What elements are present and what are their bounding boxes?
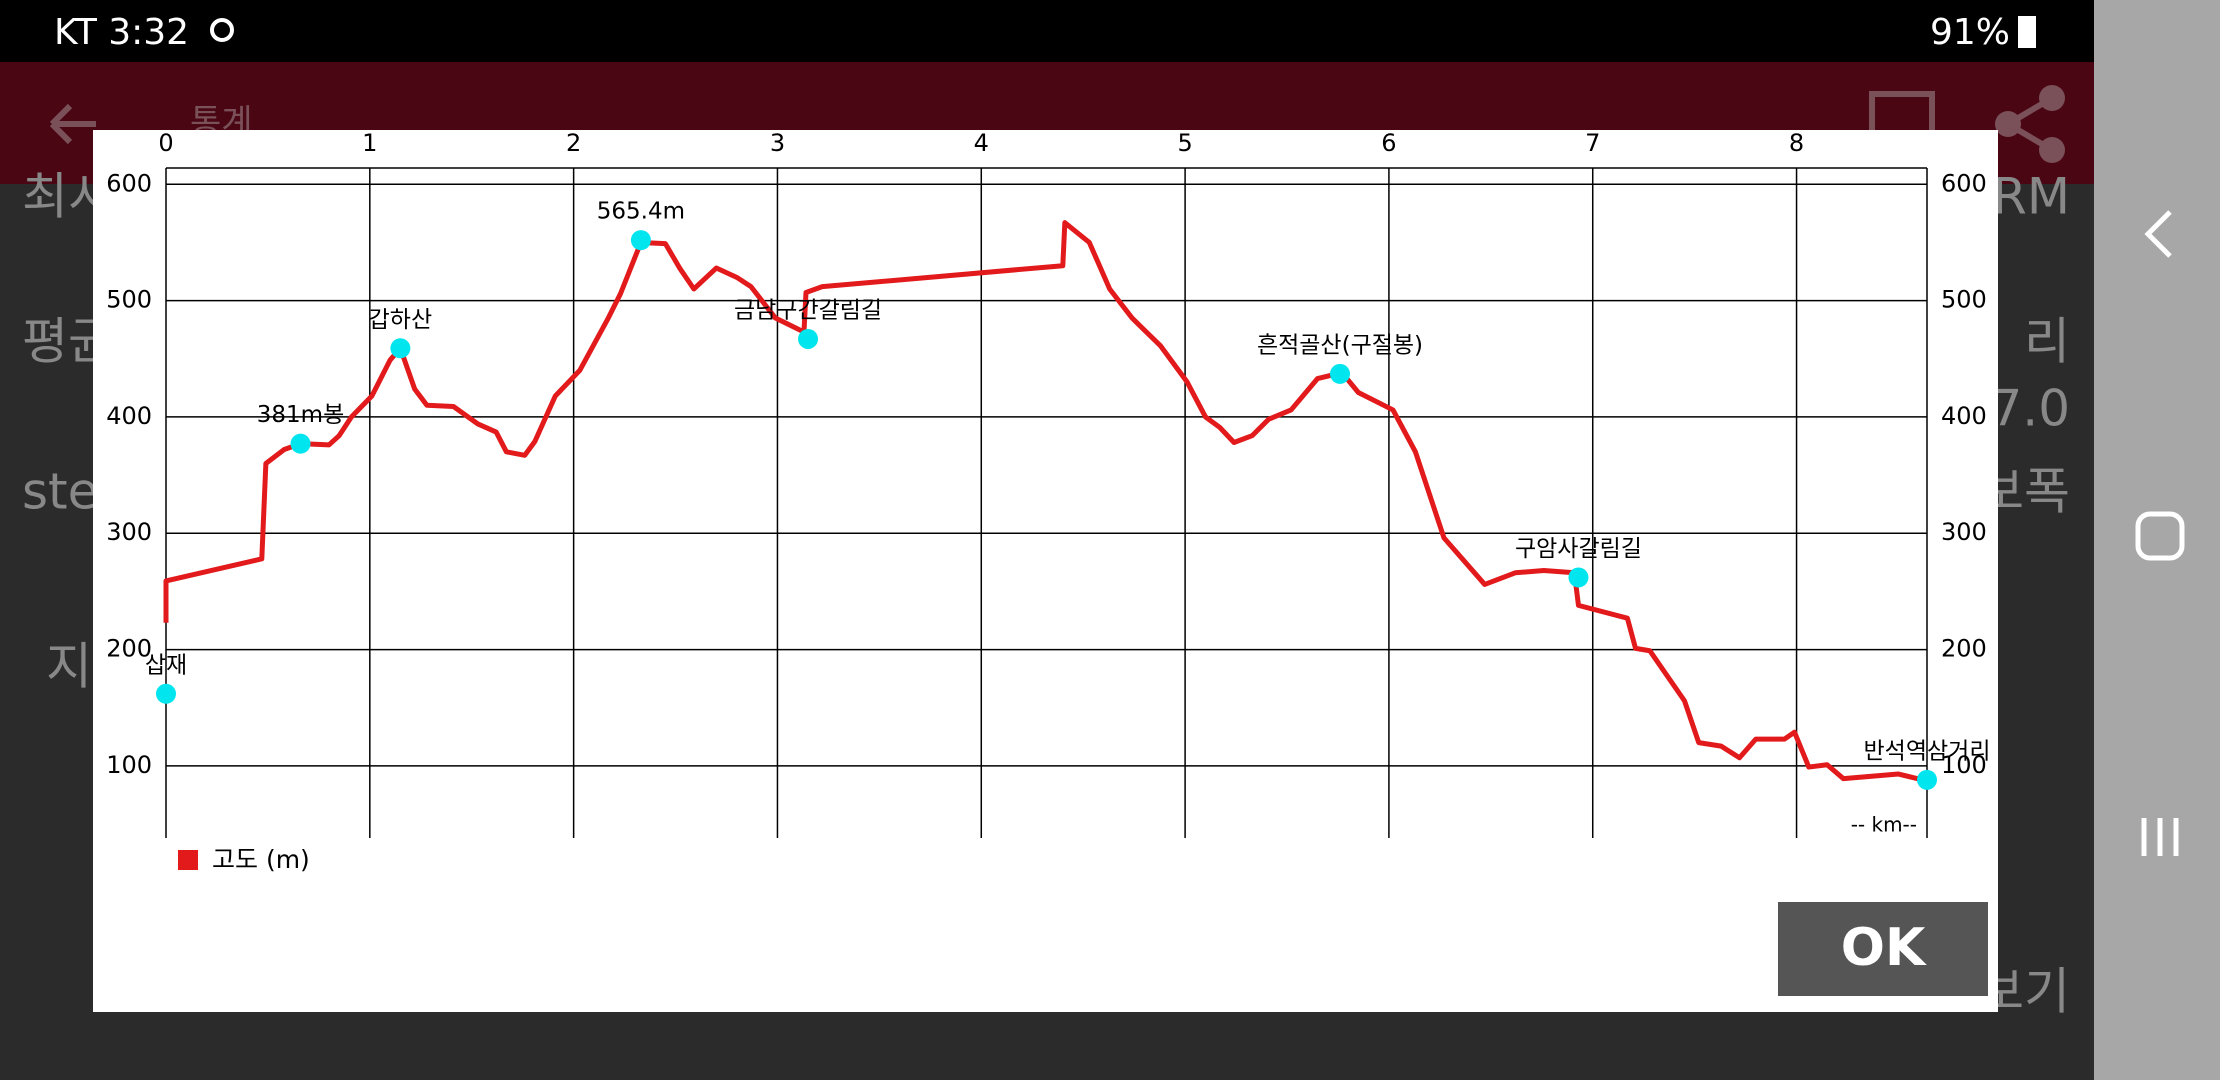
x-tick-label: 0 xyxy=(158,129,173,157)
x-tick-label: 8 xyxy=(1789,129,1804,157)
status-battery: 91% xyxy=(1930,12,2010,53)
x-tick-label: 3 xyxy=(770,129,785,157)
nav-bar xyxy=(2094,0,2220,1080)
nav-recent[interactable] xyxy=(2141,818,2179,856)
y2-tick-label: 300 xyxy=(1941,518,1987,546)
y-tick-label: 300 xyxy=(106,518,152,546)
status-time: KT 3:32 xyxy=(54,12,189,53)
y2-tick-label: 100 xyxy=(1941,751,1987,779)
x-tick-label: 1 xyxy=(362,129,377,157)
nav-home[interactable] xyxy=(2135,511,2185,561)
waypoint-label: 갑하산 xyxy=(369,307,432,333)
status-bar xyxy=(0,0,2094,62)
x-tick-label: 2 xyxy=(566,129,581,157)
background-text: 지 xyxy=(46,638,92,696)
legend-label: 고도 (m) xyxy=(212,845,310,874)
dialog xyxy=(93,130,1998,1012)
waypoint-label: 흔적골산(구절봉) xyxy=(1257,332,1423,358)
waypoint xyxy=(156,683,176,704)
ok-button[interactable] xyxy=(1778,902,1988,996)
x-tick-label: 5 xyxy=(1177,129,1192,157)
x-axis-label: -- km-- xyxy=(1851,813,1917,837)
y-tick-label: 100 xyxy=(106,751,152,779)
background-text: RM xyxy=(1992,168,2070,226)
waypoint-label: 반석역삼거리 xyxy=(1864,738,1991,764)
back-arrow[interactable] xyxy=(49,103,96,145)
y-tick-label: 400 xyxy=(106,402,152,430)
elevation-line xyxy=(163,220,1928,784)
chart: 0 1 2 3 4 5 6 7 8 100 100 200 200 300 300 400 400 500 500 6… xyxy=(106,129,1990,874)
waypoint xyxy=(1330,363,1350,384)
waypoint-label: 구암사갈림길 xyxy=(1515,536,1642,562)
y2-tick-label: 200 xyxy=(1941,635,1987,663)
waypoint-label: 금남구간갈림길 xyxy=(734,297,882,323)
waypoint xyxy=(290,433,311,454)
x-tick-label: 4 xyxy=(974,129,989,157)
legend-swatch xyxy=(178,850,198,870)
waypoint-label: 삽재 xyxy=(145,652,187,678)
background-text: ste xyxy=(22,463,98,521)
share-icon[interactable] xyxy=(1995,85,2065,163)
waypoint xyxy=(1568,567,1589,588)
waypoint-label: 381m봉 xyxy=(257,402,344,428)
waypoint xyxy=(390,338,411,359)
waypoint xyxy=(630,230,651,251)
y2-tick-label: 600 xyxy=(1941,169,1987,197)
y-tick-label: 200 xyxy=(106,635,152,663)
nav-back[interactable] xyxy=(2144,210,2172,258)
background-text: 리 xyxy=(2024,313,2070,371)
y-tick-label: 500 xyxy=(106,286,152,314)
y2-tick-label: 400 xyxy=(1941,402,1987,430)
x-tick-label: 6 xyxy=(1381,129,1396,157)
waypoint-label: 565.4m xyxy=(597,199,685,225)
x-tick-label: 7 xyxy=(1585,129,1600,157)
search-icon xyxy=(210,18,234,42)
battery-icon xyxy=(2018,16,2036,48)
y-tick-label: 600 xyxy=(106,169,152,197)
waypoint xyxy=(798,328,819,349)
waypoint xyxy=(1917,769,1937,790)
y2-tick-label: 500 xyxy=(1941,286,1987,314)
ok-label[interactable]: OK xyxy=(1841,918,1927,978)
